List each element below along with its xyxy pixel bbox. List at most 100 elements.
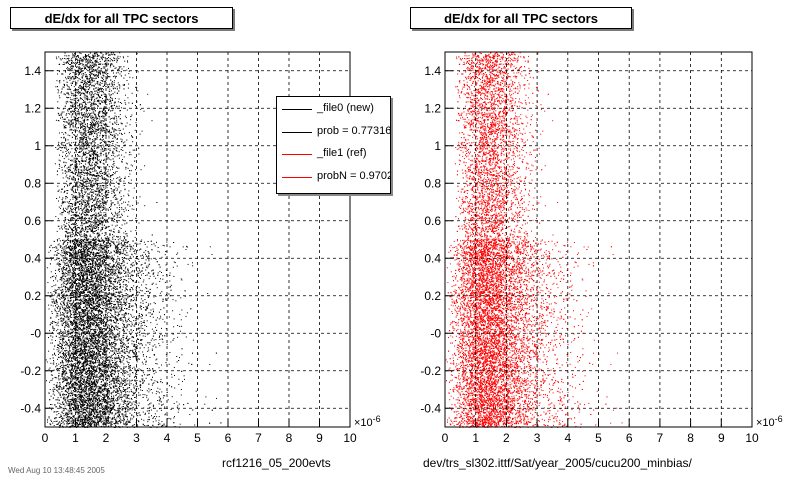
point <box>111 63 113 65</box>
point <box>129 306 131 308</box>
point <box>118 66 120 68</box>
point <box>103 359 105 361</box>
point <box>92 161 94 163</box>
point <box>128 281 130 283</box>
point <box>103 177 105 179</box>
point <box>71 99 73 101</box>
point <box>123 201 124 203</box>
point <box>91 221 93 223</box>
point <box>134 252 136 254</box>
point <box>104 158 106 160</box>
point <box>63 397 65 399</box>
point <box>132 149 134 151</box>
point <box>84 81 86 83</box>
point <box>87 99 88 101</box>
point <box>81 174 83 175</box>
point <box>65 352 67 354</box>
point <box>86 167 88 169</box>
point <box>73 335 75 337</box>
point <box>109 409 111 411</box>
point <box>102 67 104 69</box>
point <box>148 260 150 262</box>
point <box>90 364 92 366</box>
point <box>68 382 69 384</box>
point <box>109 256 111 258</box>
point <box>111 331 113 333</box>
point <box>173 275 175 277</box>
point <box>83 326 85 328</box>
point <box>79 289 80 291</box>
point <box>121 213 122 215</box>
point <box>117 308 119 310</box>
point <box>70 270 72 272</box>
point <box>117 266 119 268</box>
point <box>60 355 61 357</box>
point <box>110 256 112 258</box>
point <box>85 236 87 238</box>
point <box>58 333 60 335</box>
point <box>74 166 76 168</box>
point <box>80 225 82 227</box>
point <box>118 209 120 211</box>
point <box>114 102 116 104</box>
point <box>80 315 82 317</box>
point <box>151 328 153 330</box>
point <box>76 322 77 324</box>
point <box>114 122 116 124</box>
point <box>93 316 95 318</box>
point <box>71 422 73 424</box>
point <box>101 205 103 207</box>
point <box>108 278 110 280</box>
point <box>99 321 101 323</box>
point <box>108 153 110 155</box>
point <box>99 413 101 415</box>
point <box>88 385 90 387</box>
point <box>91 177 93 179</box>
point <box>116 276 118 278</box>
point <box>101 403 103 405</box>
point <box>102 136 103 138</box>
point <box>91 397 93 399</box>
point <box>143 320 145 322</box>
point <box>72 239 74 241</box>
point <box>140 241 142 242</box>
point <box>82 271 84 273</box>
point <box>90 116 92 118</box>
point <box>76 325 78 327</box>
point <box>162 335 163 337</box>
point <box>103 276 105 278</box>
point <box>155 363 157 364</box>
point <box>99 284 101 286</box>
point <box>113 264 114 266</box>
point <box>101 311 103 313</box>
point <box>147 424 149 426</box>
point <box>130 300 132 302</box>
point <box>153 373 155 375</box>
point <box>97 376 99 378</box>
point <box>80 230 82 232</box>
point <box>74 367 76 369</box>
point <box>160 317 162 319</box>
point <box>115 270 117 272</box>
point <box>72 78 74 80</box>
point <box>67 58 69 60</box>
point <box>138 412 140 414</box>
point <box>124 273 126 274</box>
point <box>108 311 110 313</box>
point <box>120 110 121 112</box>
point <box>82 152 84 154</box>
point <box>138 394 140 396</box>
point <box>91 139 93 141</box>
point <box>82 280 84 282</box>
point <box>173 326 175 328</box>
point <box>86 321 88 323</box>
point <box>85 96 87 98</box>
point <box>119 248 121 250</box>
point <box>65 324 66 326</box>
point <box>79 231 81 233</box>
point <box>117 409 119 411</box>
point <box>73 378 75 380</box>
point <box>81 412 83 414</box>
point <box>50 404 51 405</box>
